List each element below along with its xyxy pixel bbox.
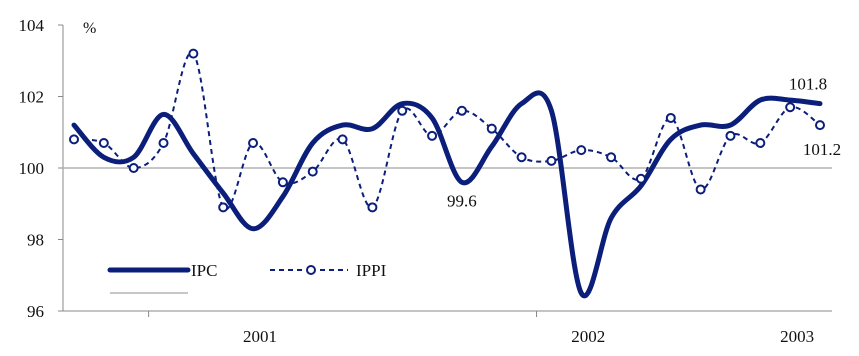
y-tick-label: 96 [27,302,44,321]
series-ippi-point [695,184,706,195]
x-tick-label: 2002 [571,327,605,346]
series-ippi-point [397,105,408,116]
data-label-ippi: 101.2 [803,140,841,159]
data-label-ipc: 99.6 [447,191,477,210]
series-ippi-point [158,137,169,148]
x-tick-label: 2001 [243,327,277,346]
data-label-ipc: 101.8 [789,75,827,94]
series-ippi-point [815,120,825,131]
legend-ippi-label: IPPI [356,261,387,280]
y-tick-label: 98 [27,231,44,250]
y-tick-label: 104 [19,16,45,35]
series-ippi-point [785,102,796,113]
series-ippi-point [427,130,438,141]
legend: IPC IPPI [107,261,387,294]
series-ipc [71,90,823,299]
series-ippi-point [725,130,736,141]
series-ippi-point [188,48,199,59]
series-ippi-point [486,123,497,134]
x-tick-labels: 2001 2002 2003 [243,327,814,346]
legend-ippi-marker [306,265,316,275]
series-ipc-line [71,90,823,299]
legend-ipc-label: IPC [191,261,217,280]
series-ippi-point [665,112,676,123]
series-ippi-point [516,152,527,163]
series-ippi-point [307,166,318,177]
series-ippi-point [367,202,378,213]
y-tick-label: 100 [19,159,45,178]
series-ippi-point [606,152,617,163]
series-ippi-point [277,177,288,188]
x-tick-label: 2003 [780,327,814,346]
series-ippi-point [98,137,109,148]
y-unit-label: % [83,20,96,37]
y-tick-label: 102 [19,88,45,107]
series-ippi-point [635,173,646,184]
series-ippi-point [128,163,139,173]
data-labels: 99.6 101.8 101.2 [447,75,841,211]
series-ippi-point [218,202,229,213]
series-ippi-point [576,145,587,156]
series-ippi-line [73,51,821,211]
axes [58,24,832,317]
series-ippi-point [337,134,348,145]
series-ippi-point [456,105,467,116]
series-ippi-point [546,155,557,166]
series-ippi-point [248,137,259,148]
series-ippi-point [755,137,766,148]
series-ippi-point [69,134,79,145]
y-tick-labels: 96 98 100 102 104 [19,16,45,321]
series-ippi [69,48,825,213]
